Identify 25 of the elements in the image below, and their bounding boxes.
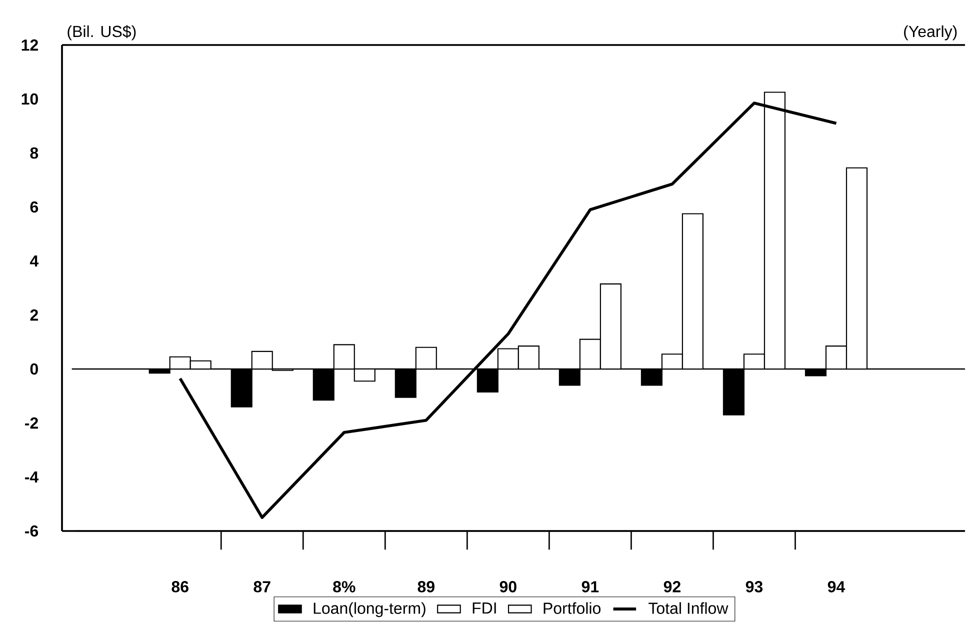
x-tick-label: 94 — [828, 581, 846, 592]
x-tick-label: 92 — [664, 581, 680, 592]
legend-label: Loan(long-term) — [314, 602, 426, 618]
y-tick-label: -2 — [25, 417, 38, 429]
text: (Yearly) — [904, 25, 957, 40]
x-tick-label: 87 — [254, 581, 270, 592]
x-tick-label: 91 — [582, 581, 599, 592]
x-tick-label: 93 — [746, 581, 763, 592]
y-tick-label: 2 — [30, 309, 38, 321]
x-tick-label: 89 — [418, 581, 434, 592]
y-tick-label: -6 — [25, 525, 38, 537]
y-tick-label: 0 — [30, 363, 38, 375]
y-axis-title: (Bil. US$) — [68, 25, 136, 40]
y-tick-label: 4 — [30, 256, 39, 267]
x-tick-label: 86 — [172, 581, 188, 592]
legend-label: Portfolio — [544, 602, 600, 614]
y-tick-label: 12 — [22, 39, 38, 51]
legend-label: FDI — [472, 602, 496, 614]
y-tick-label: 6 — [30, 201, 38, 213]
x-tick-label: 90 — [500, 581, 516, 592]
x-tick-label: 8% — [333, 581, 356, 592]
y-tick-label: -4 — [25, 472, 39, 483]
y-tick-label: 10 — [22, 93, 38, 105]
legend-label: Total Inflow — [648, 602, 728, 614]
y-tick-label: 8 — [30, 147, 38, 159]
